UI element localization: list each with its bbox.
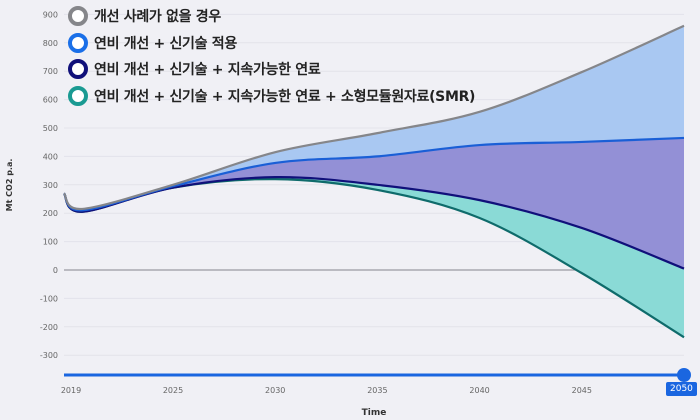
y-tick-label: 300	[43, 181, 58, 190]
area-band	[64, 137, 684, 269]
legend-marker-icon	[68, 59, 88, 80]
x-tick-label: 2025	[163, 386, 183, 395]
y-tick-label: 500	[43, 124, 58, 133]
area-band	[64, 177, 684, 338]
legend-marker-icon	[68, 85, 88, 106]
y-tick-label: -100	[40, 294, 58, 303]
x-tick-label: 2035	[367, 386, 387, 395]
legend: 개선 사례가 없을 경우 연비 개선 + 신기술 적용 연비 개선 + 신기술 …	[68, 3, 475, 109]
legend-label: 연비 개선 + 신기술 + 지속가능한 연료 + 소형모듈원자료(SMR)	[94, 88, 476, 105]
series-line	[63, 136, 685, 212]
y-tick-label: 700	[43, 67, 58, 76]
legend-item[interactable]: 연비 개선 + 신기술 + 지속가능한 연료	[68, 56, 475, 83]
x-axis-label: Time	[362, 408, 387, 418]
legend-label: 개선 사례가 없을 경우	[94, 9, 221, 26]
x-tick-label: 2040	[469, 386, 489, 395]
legend-label: 연비 개선 + 신기술 적용	[94, 35, 237, 52]
legend-label: 연비 개선 + 신기술 + 지속가능한 연료	[94, 62, 321, 79]
y-tick-label: 200	[43, 209, 58, 218]
x-tick-label: 2030	[265, 386, 285, 395]
x-tick-label: 2045	[572, 386, 592, 395]
y-tick-label: 900	[43, 10, 58, 19]
legend-item[interactable]: 개선 사례가 없을 경우	[68, 3, 475, 30]
legend-item[interactable]: 연비 개선 + 신기술 + 지속가능한 연료 + 소형모듈원자료(SMR)	[68, 83, 475, 110]
y-tick-label: 600	[43, 96, 58, 105]
y-tick-label: -300	[40, 351, 58, 360]
y-axis-label: Mt CO2 p.a.	[5, 159, 14, 212]
legend-marker-icon	[68, 6, 88, 27]
y-tick-label: 800	[43, 39, 58, 48]
x-tick-label: 2019	[61, 386, 81, 395]
y-tick-label: 0	[53, 266, 58, 275]
y-tick-label: 400	[43, 152, 58, 161]
y-tick-label: -200	[40, 323, 58, 332]
series-line	[63, 24, 685, 211]
y-tick-label: 100	[43, 238, 58, 247]
time-slider-handle[interactable]	[677, 368, 691, 382]
slider-value-badge: 2050	[666, 382, 697, 396]
legend-item[interactable]: 연비 개선 + 신기술 적용	[68, 30, 475, 57]
legend-marker-icon	[68, 32, 88, 53]
area-band	[64, 25, 684, 211]
